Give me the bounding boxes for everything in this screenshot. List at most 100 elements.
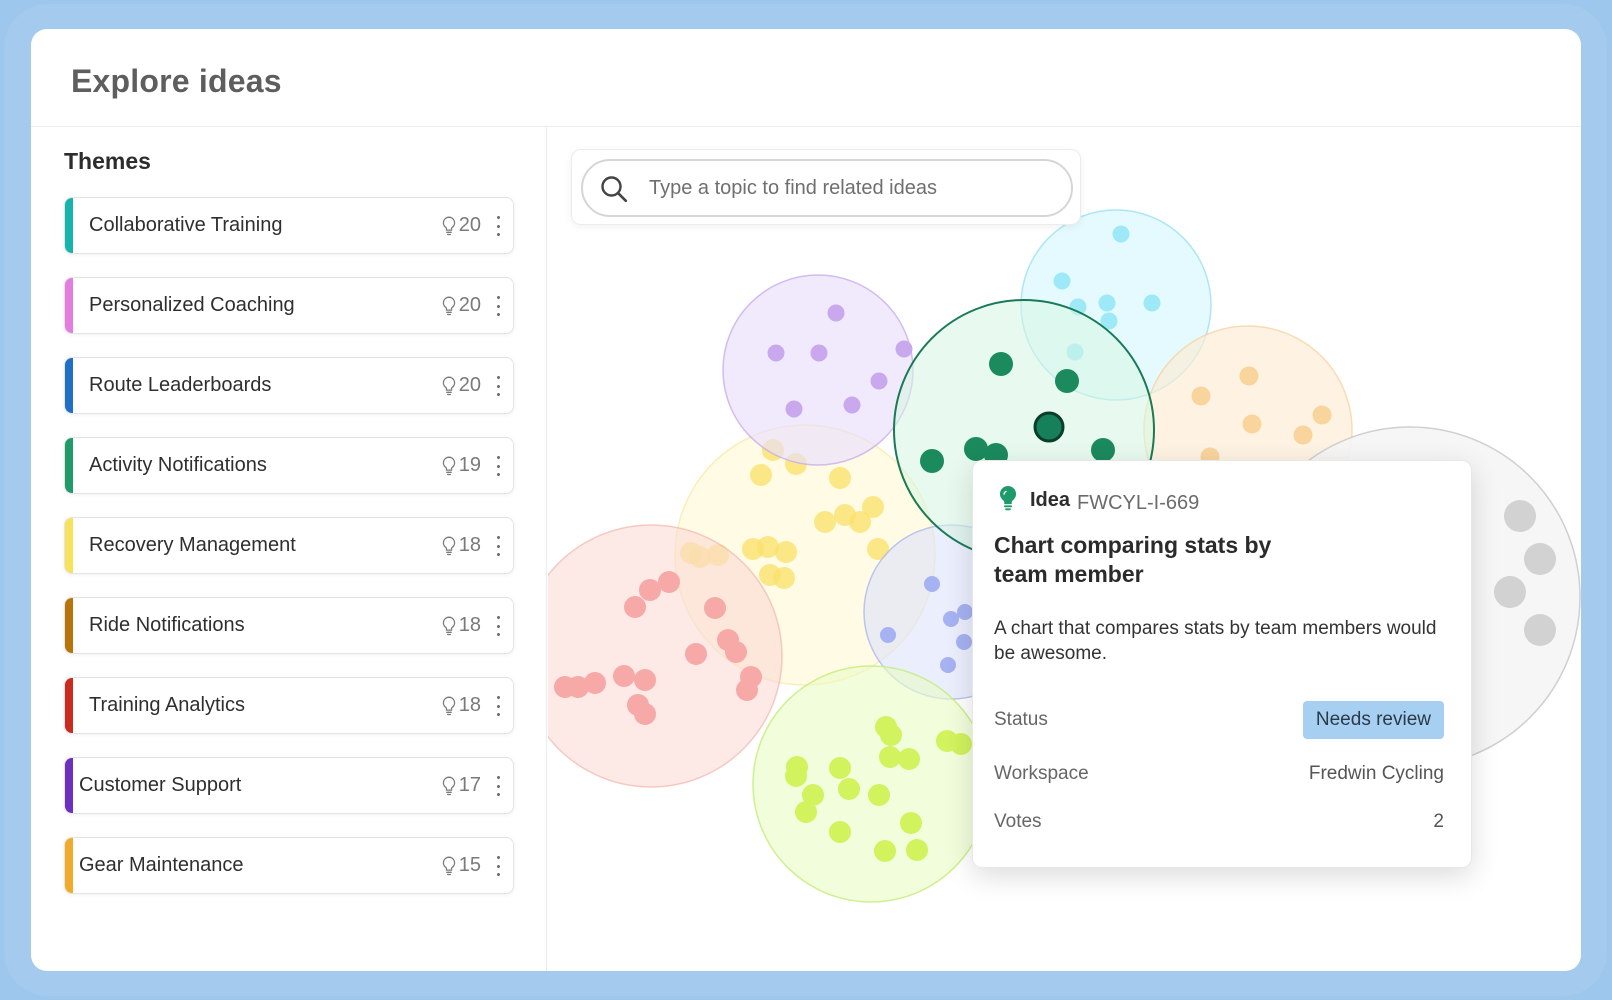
idea-dot[interactable] bbox=[554, 676, 576, 698]
cluster-gear-maintenance[interactable] bbox=[752, 665, 990, 903]
idea-dot[interactable] bbox=[829, 467, 851, 489]
cluster-bubble[interactable] bbox=[752, 665, 990, 903]
idea-reference-id[interactable]: FWCYL-I-669 bbox=[1077, 492, 1200, 514]
idea-dot[interactable] bbox=[867, 538, 889, 560]
theme-item[interactable]: Gear Maintenance 15 bbox=[64, 837, 514, 894]
theme-item[interactable]: Route Leaderboards 20 bbox=[64, 357, 514, 414]
idea-dot[interactable] bbox=[1143, 294, 1161, 312]
idea-dot[interactable] bbox=[1098, 294, 1116, 312]
idea-dot[interactable] bbox=[900, 812, 922, 834]
idea-dot[interactable] bbox=[956, 634, 972, 650]
more-options-icon[interactable] bbox=[495, 536, 501, 556]
idea-dot[interactable] bbox=[827, 304, 845, 322]
idea-dot[interactable] bbox=[785, 765, 807, 787]
idea-dot[interactable] bbox=[906, 839, 928, 861]
idea-dot[interactable] bbox=[1494, 576, 1526, 608]
theme-item[interactable]: Activity Notifications 19 bbox=[64, 437, 514, 494]
theme-item[interactable]: Customer Support 17 bbox=[64, 757, 514, 814]
idea-dot[interactable] bbox=[658, 571, 680, 593]
theme-item[interactable]: Personalized Coaching 20 bbox=[64, 277, 514, 334]
theme-item[interactable]: Ride Notifications 18 bbox=[64, 597, 514, 654]
idea-dot[interactable] bbox=[624, 596, 646, 618]
idea-dot[interactable] bbox=[868, 784, 890, 806]
theme-item[interactable]: Training Analytics 18 bbox=[64, 677, 514, 734]
idea-dot[interactable] bbox=[943, 611, 959, 627]
idea-dot[interactable] bbox=[874, 840, 896, 862]
search-input[interactable] bbox=[649, 171, 1049, 205]
search-field[interactable] bbox=[581, 159, 1073, 217]
idea-dot[interactable] bbox=[1055, 369, 1079, 393]
more-options-icon[interactable] bbox=[495, 296, 501, 316]
idea-dot[interactable] bbox=[1112, 225, 1130, 243]
idea-dot[interactable] bbox=[704, 597, 726, 619]
idea-dot[interactable] bbox=[1524, 543, 1556, 575]
idea-dot[interactable] bbox=[1091, 438, 1115, 462]
more-options-icon[interactable] bbox=[495, 776, 501, 796]
idea-dot[interactable] bbox=[1100, 312, 1118, 330]
cluster-personalized[interactable] bbox=[722, 274, 914, 466]
idea-dot[interactable] bbox=[795, 801, 817, 823]
idea-dot[interactable] bbox=[1191, 386, 1211, 406]
idea-dot[interactable] bbox=[989, 352, 1013, 376]
idea-dot[interactable] bbox=[924, 576, 940, 592]
idea-dot[interactable] bbox=[750, 464, 772, 486]
idea-dot[interactable] bbox=[802, 784, 824, 806]
idea-dot[interactable] bbox=[814, 511, 836, 533]
idea-dot[interactable] bbox=[898, 748, 920, 770]
idea-dot[interactable] bbox=[870, 372, 888, 390]
cluster-bubble[interactable] bbox=[722, 274, 914, 466]
idea-dot[interactable] bbox=[920, 449, 944, 473]
idea-dot[interactable] bbox=[829, 757, 851, 779]
idea-dot[interactable] bbox=[829, 821, 851, 843]
idea-title[interactable]: Chart comparing stats by team member bbox=[994, 532, 1272, 587]
idea-dot[interactable] bbox=[1504, 500, 1536, 532]
idea-dot[interactable] bbox=[767, 344, 785, 362]
idea-dot[interactable] bbox=[634, 703, 656, 725]
selected-idea-dot[interactable] bbox=[1033, 411, 1065, 443]
idea-dot[interactable] bbox=[862, 496, 884, 518]
idea-count: 15 bbox=[442, 854, 481, 877]
idea-dot[interactable] bbox=[1524, 614, 1556, 646]
cluster-training-analytics[interactable] bbox=[548, 524, 783, 788]
idea-dot[interactable] bbox=[773, 567, 795, 589]
idea-dot[interactable] bbox=[785, 400, 803, 418]
idea-dot[interactable] bbox=[834, 504, 856, 526]
idea-dot[interactable] bbox=[940, 657, 956, 673]
idea-dot[interactable] bbox=[950, 733, 972, 755]
status-badge[interactable]: Needs review bbox=[1302, 701, 1444, 739]
more-options-icon[interactable] bbox=[495, 696, 501, 716]
idea-dot[interactable] bbox=[964, 437, 988, 461]
more-options-icon[interactable] bbox=[495, 456, 501, 476]
idea-dot[interactable] bbox=[838, 778, 860, 800]
idea-dot[interactable] bbox=[736, 679, 758, 701]
idea-dot[interactable] bbox=[775, 541, 797, 563]
idea-dot[interactable] bbox=[880, 627, 896, 643]
idea-dot[interactable] bbox=[584, 672, 606, 694]
more-options-icon[interactable] bbox=[495, 376, 501, 396]
idea-count: 20 bbox=[442, 374, 481, 397]
idea-dot[interactable] bbox=[1293, 425, 1313, 445]
idea-dot[interactable] bbox=[757, 536, 779, 558]
idea-dot[interactable] bbox=[1053, 272, 1071, 290]
theme-item[interactable]: Collaborative Training 20 bbox=[64, 197, 514, 254]
idea-dot[interactable] bbox=[879, 746, 901, 768]
idea-dot[interactable] bbox=[1239, 366, 1259, 386]
theme-item[interactable]: Recovery Management 18 bbox=[64, 517, 514, 574]
idea-dot[interactable] bbox=[613, 665, 635, 687]
idea-dot[interactable] bbox=[634, 669, 656, 691]
more-options-icon[interactable] bbox=[495, 616, 501, 636]
more-options-icon[interactable] bbox=[495, 216, 501, 236]
idea-count: 18 bbox=[442, 694, 481, 717]
idea-dot[interactable] bbox=[1312, 405, 1332, 425]
cluster-bubble[interactable] bbox=[548, 524, 783, 788]
idea-dot[interactable] bbox=[895, 340, 913, 358]
idea-dot[interactable] bbox=[843, 396, 861, 414]
idea-dot[interactable] bbox=[880, 724, 902, 746]
idea-dot[interactable] bbox=[957, 604, 973, 620]
idea-dot[interactable] bbox=[1242, 414, 1262, 434]
idea-dot[interactable] bbox=[810, 344, 828, 362]
idea-dot[interactable] bbox=[639, 579, 661, 601]
idea-dot[interactable] bbox=[725, 641, 747, 663]
more-options-icon[interactable] bbox=[495, 856, 501, 876]
idea-dot[interactable] bbox=[685, 643, 707, 665]
